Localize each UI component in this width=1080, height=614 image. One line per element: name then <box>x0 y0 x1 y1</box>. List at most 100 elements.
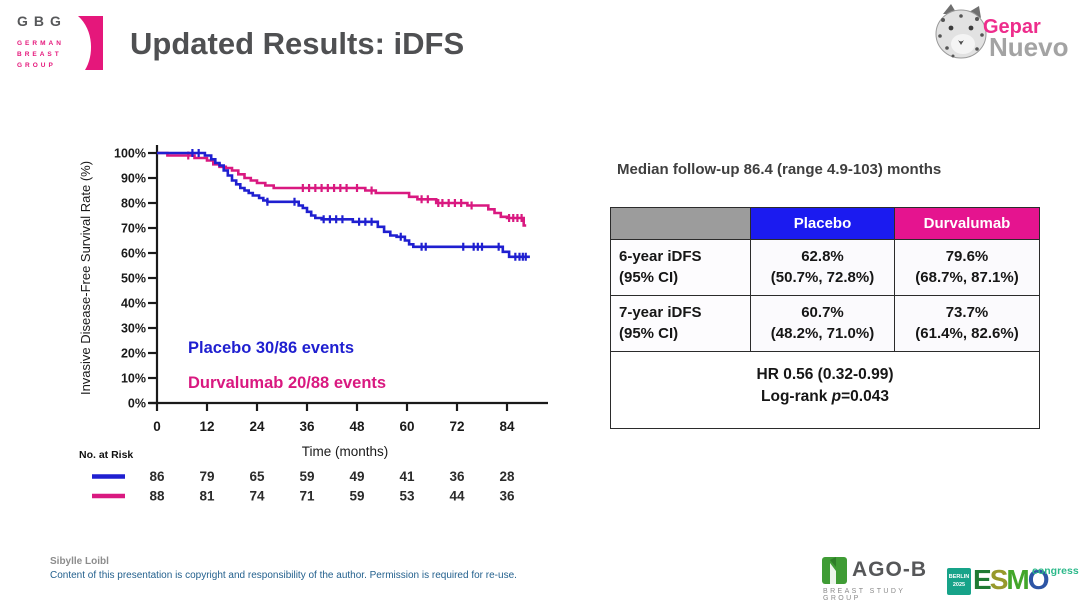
svg-text:71: 71 <box>299 489 315 504</box>
gbg-subtitle: GERMAN BREAST GROUP <box>17 38 67 71</box>
esmo-year: 2025 <box>952 582 966 588</box>
svg-text:81: 81 <box>199 489 215 504</box>
results-header-blank <box>610 207 751 240</box>
svg-text:Durvalumab 20/88 events: Durvalumab 20/88 events <box>188 374 386 392</box>
value: 79.6% <box>945 248 989 266</box>
svg-text:74: 74 <box>249 489 265 504</box>
row-label-line2: (95% CI) <box>619 324 679 342</box>
gbg-ribbon-icon <box>78 16 103 70</box>
km-chart-area: 0% 10% 20% 30% 40% 50% 60% 70% 80% 90% 100% 0 12 24 36… <box>45 130 585 530</box>
svg-text:Placebo 30/86 events: Placebo 30/86 events <box>188 339 354 357</box>
svg-text:84: 84 <box>499 419 515 434</box>
gepar-word: Gepar <box>983 16 1041 38</box>
esmo-city: BERLIN <box>948 574 970 580</box>
svg-text:12: 12 <box>199 419 214 434</box>
svg-text:Time (months): Time (months) <box>302 444 389 459</box>
svg-text:0%: 0% <box>128 397 146 411</box>
svg-text:36: 36 <box>449 469 465 484</box>
followup-note: Median follow-up 86.4 (range 4.9-103) mo… <box>617 161 942 178</box>
series-durvalumab <box>157 151 527 227</box>
logrank-value: =0.043 <box>841 388 889 406</box>
esmo-letter-o: O <box>1027 564 1050 595</box>
agob-name: AGO-B <box>852 558 927 581</box>
logrank-prefix: Log-rank <box>761 388 832 406</box>
copyright-note: Content of this presentation is copyrigh… <box>50 570 517 581</box>
svg-text:79: 79 <box>199 469 214 484</box>
gbg-abbr: GBG <box>17 13 67 29</box>
ci: (68.7%, 87.1%) <box>915 268 1019 286</box>
esmo-letter-m: M <box>1006 564 1029 595</box>
value: 60.7% <box>801 304 844 322</box>
row-label-7year: 7-year iDFS (95% CI) <box>610 295 751 352</box>
svg-text:100%: 100% <box>114 147 146 161</box>
agob-subtitle: BREAST STUDY GROUP <box>823 588 906 602</box>
cell-7year-durvalumab: 73.7% (61.4%, 82.6%) <box>894 295 1040 352</box>
gbg-line2: BREAST <box>17 51 62 58</box>
svg-text:60%: 60% <box>121 247 146 261</box>
svg-text:88: 88 <box>149 489 165 504</box>
gbg-logo: GBG GERMAN BREAST GROUP <box>17 13 67 71</box>
ci: (48.2%, 71.0%) <box>770 324 875 342</box>
svg-text:Invasive Disease-Free Survival: Invasive Disease-Free Survival Rate (%) <box>78 161 93 395</box>
logrank: Log-rank p=0.043 <box>612 386 1038 408</box>
row-label-line2: (95% CI) <box>619 268 679 286</box>
svg-text:20%: 20% <box>121 347 146 361</box>
table-row-7year: 7-year iDFS (95% CI) 60.7% (48.2%, 71.0%… <box>610 295 1040 352</box>
esmo-berlin-badge: BERLIN 2025 <box>947 568 971 595</box>
at-risk-table: No. at Risk 86 79 65 59 49 41 36 28 88 81 74 71 59 53 4… <box>79 449 515 504</box>
svg-text:59: 59 <box>299 469 314 484</box>
svg-text:44: 44 <box>449 489 465 504</box>
page-title: Updated Results: iDFS <box>130 26 465 61</box>
cell-6year-placebo: 62.8% (50.7%, 72.8%) <box>750 239 895 296</box>
leopard-icon <box>935 4 987 59</box>
axis-labels: 0% 10% 20% 30% 40% 50% 60% 70% 80% 90% 100% 0 12 24 36… <box>78 147 515 460</box>
hazard-ratio: HR 0.56 (0.32-0.99) <box>756 366 894 383</box>
svg-text:40%: 40% <box>121 297 146 311</box>
svg-text:86: 86 <box>149 469 165 484</box>
geparnuevo-logo: Gepar Nuevo <box>925 4 1075 66</box>
svg-text:48: 48 <box>349 419 365 434</box>
table-row-6year: 6-year iDFS (95% CI) 62.8% (50.7%, 72.8%… <box>610 239 1040 296</box>
esmo-letter-s: S <box>989 564 1009 595</box>
svg-text:60: 60 <box>399 419 414 434</box>
svg-text:80%: 80% <box>121 197 146 211</box>
esmo-logo: BERLIN 2025 ESMO congress <box>947 564 1079 602</box>
agob-logo: AGO-B BREAST STUDY GROUP <box>822 556 942 602</box>
axes <box>148 145 548 411</box>
esmo-name: ESMO <box>973 564 1050 596</box>
hr-logrank-cell: HR 0.56 (0.32-0.99) Log-rank p=0.043 <box>610 351 1040 429</box>
series-placebo <box>157 149 530 261</box>
gbg-line3: GROUP <box>17 62 56 69</box>
svg-text:No. at Risk: No. at Risk <box>79 449 133 461</box>
value: 62.8% <box>801 248 844 266</box>
logrank-p: p <box>831 388 842 406</box>
svg-text:41: 41 <box>399 469 415 484</box>
esmo-congress-label: congress <box>1032 565 1079 577</box>
ci: (50.7%, 72.8%) <box>770 268 875 286</box>
cell-7year-placebo: 60.7% (48.2%, 71.0%) <box>750 295 895 352</box>
value: 73.7% <box>945 304 989 322</box>
row-label-line1: 6-year iDFS <box>619 248 702 266</box>
gbg-line1: GERMAN <box>17 40 64 47</box>
results-header-placebo: Placebo <box>750 207 895 240</box>
svg-text:36: 36 <box>499 489 515 504</box>
svg-text:36: 36 <box>299 419 315 434</box>
esmo-letter-e: E <box>973 564 992 595</box>
nuevo-word: Nuevo <box>989 32 1069 62</box>
legend: Placebo 30/86 events Durvalumab 20/88 eve… <box>188 339 386 392</box>
svg-text:28: 28 <box>499 469 515 484</box>
svg-text:10%: 10% <box>121 372 146 386</box>
svg-text:49: 49 <box>349 469 364 484</box>
results-table: Placebo Durvalumab 6-year iDFS (95% CI) … <box>610 207 1040 429</box>
svg-text:53: 53 <box>399 489 415 504</box>
results-header-row: Placebo Durvalumab <box>610 207 1040 240</box>
author-name: Sibylle Loibl <box>50 556 109 567</box>
cell-6year-durvalumab: 79.6% (68.7%, 87.1%) <box>894 239 1040 296</box>
results-header-durvalumab: Durvalumab <box>894 207 1040 240</box>
svg-text:70%: 70% <box>121 222 146 236</box>
svg-text:90%: 90% <box>121 172 146 186</box>
svg-text:0: 0 <box>153 419 161 434</box>
row-label-line1: 7-year iDFS <box>619 304 702 322</box>
ci: (61.4%, 82.6%) <box>915 324 1019 342</box>
